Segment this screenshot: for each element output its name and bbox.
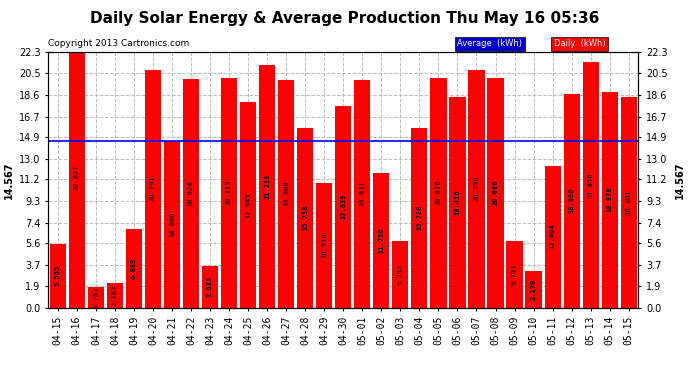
Text: 19.900: 19.900 <box>283 181 289 207</box>
Text: 22.827: 22.827 <box>74 164 80 190</box>
Text: 18.696: 18.696 <box>569 188 575 213</box>
Bar <box>316 183 333 308</box>
Text: 18.381: 18.381 <box>626 190 632 215</box>
Text: 20.076: 20.076 <box>435 180 442 206</box>
Text: Daily Solar Energy & Average Production Thu May 16 05:36: Daily Solar Energy & Average Production … <box>90 11 600 26</box>
Text: 19.931: 19.931 <box>359 181 365 206</box>
Text: 1.763: 1.763 <box>93 287 99 308</box>
Text: 14.567: 14.567 <box>3 161 13 199</box>
Bar <box>526 271 542 308</box>
Text: 11.756: 11.756 <box>378 228 384 253</box>
Bar <box>50 244 66 308</box>
Text: 18.416: 18.416 <box>455 189 460 215</box>
Text: 5.792: 5.792 <box>397 264 404 285</box>
Text: 17.945: 17.945 <box>245 192 251 217</box>
Bar <box>335 106 351 308</box>
Text: 14.600: 14.600 <box>169 211 175 237</box>
Bar <box>202 266 218 308</box>
Text: 15.728: 15.728 <box>416 205 422 230</box>
Text: 6.889: 6.889 <box>131 258 137 279</box>
Text: Average  (kWh): Average (kWh) <box>457 39 522 48</box>
Bar <box>164 141 180 308</box>
Bar <box>69 46 85 308</box>
Text: 5.793: 5.793 <box>511 264 518 285</box>
Text: 20.791: 20.791 <box>150 176 156 201</box>
Bar <box>297 128 313 308</box>
Text: Daily  (kWh): Daily (kWh) <box>554 39 605 48</box>
Bar <box>183 78 199 308</box>
Text: 20.086: 20.086 <box>493 180 498 206</box>
Bar <box>449 97 466 308</box>
Bar <box>126 229 142 308</box>
Text: 15.718: 15.718 <box>302 205 308 230</box>
Bar <box>411 128 428 308</box>
Bar <box>278 80 294 308</box>
Text: 20.113: 20.113 <box>226 180 232 205</box>
Bar <box>602 92 618 308</box>
Bar <box>582 62 599 308</box>
Bar <box>259 65 275 308</box>
Bar <box>393 241 408 308</box>
Text: 17.639: 17.639 <box>340 194 346 219</box>
Text: 10.910: 10.910 <box>322 232 327 258</box>
Bar <box>620 98 637 308</box>
Text: 2.183: 2.183 <box>112 284 118 306</box>
Bar <box>88 287 104 308</box>
Text: 14.567: 14.567 <box>676 161 685 199</box>
Text: 3.170: 3.170 <box>531 279 537 300</box>
Bar <box>487 78 504 308</box>
Text: 3.625: 3.625 <box>207 276 213 297</box>
Bar <box>354 80 371 308</box>
Text: 20.024: 20.024 <box>188 180 194 206</box>
Bar <box>145 70 161 308</box>
Bar <box>221 78 237 308</box>
Bar <box>107 282 123 308</box>
Text: 21.219: 21.219 <box>264 173 270 199</box>
Text: 21.456: 21.456 <box>588 172 593 198</box>
Bar <box>373 173 389 308</box>
Bar <box>564 94 580 308</box>
Bar <box>431 78 446 308</box>
Bar <box>506 241 522 308</box>
Text: 20.790: 20.790 <box>473 176 480 201</box>
Bar <box>469 70 484 308</box>
Text: Copyright 2013 Cartronics.com: Copyright 2013 Cartronics.com <box>48 39 190 48</box>
Text: 5.565: 5.565 <box>55 265 61 286</box>
Text: 12.404: 12.404 <box>550 224 555 249</box>
Bar <box>240 102 256 308</box>
Bar <box>544 166 561 308</box>
Text: 18.878: 18.878 <box>607 187 613 212</box>
